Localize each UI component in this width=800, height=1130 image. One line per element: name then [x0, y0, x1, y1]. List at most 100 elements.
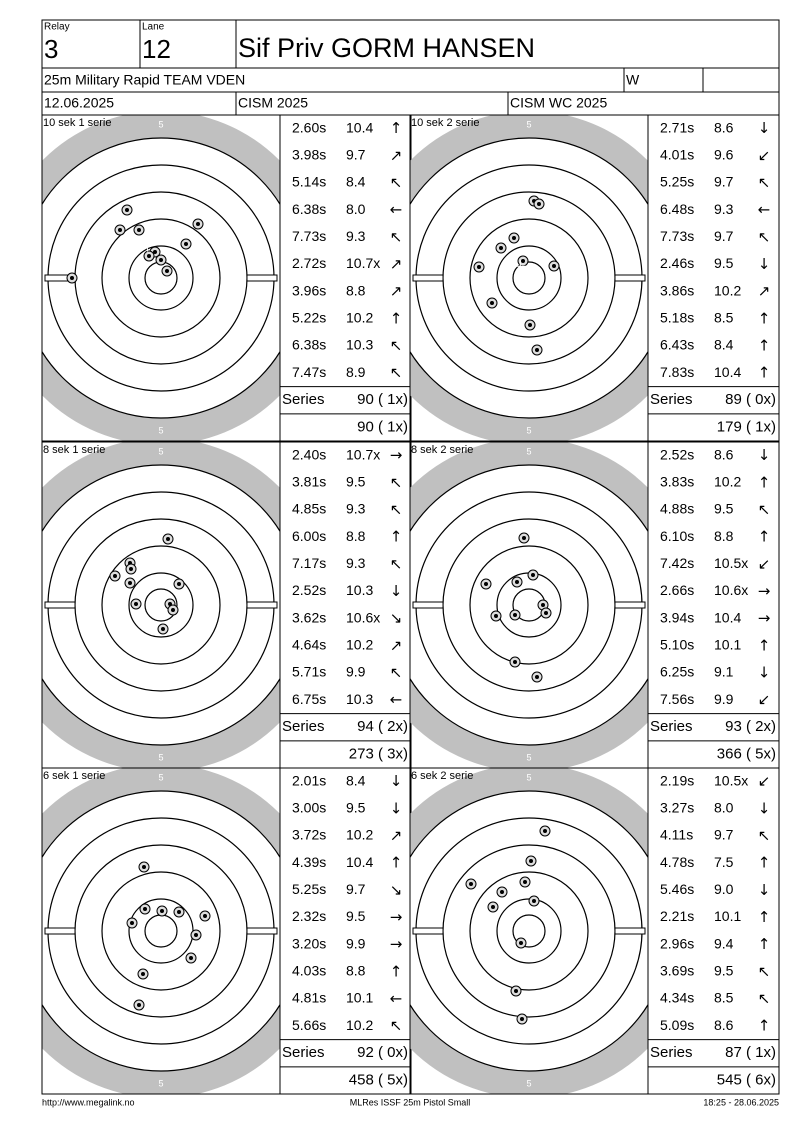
shot-time: 3.72s [292, 827, 326, 843]
panel-label: 10 sek 1 serie [43, 117, 111, 129]
hit-dot [171, 608, 175, 612]
shot-direction: ↖ [390, 1017, 403, 1035]
shot-direction: ↓ [758, 881, 771, 899]
ring [410, 790, 648, 1072]
event: 25m Military Rapid TEAM VDEN [44, 72, 245, 88]
shot-direction: ↖ [758, 173, 771, 191]
shot-direction: ↗ [390, 636, 403, 654]
shot-time: 5.09s [660, 1017, 694, 1033]
ring [512, 261, 546, 295]
shot-direction: ↖ [390, 500, 403, 518]
shot-score: 9.3 [714, 201, 734, 217]
shot-direction: ↙ [758, 772, 771, 790]
shot-time: 3.20s [292, 935, 326, 951]
shot-direction: ↖ [390, 228, 403, 246]
shot-score: 9.5 [714, 962, 734, 978]
group-center [157, 925, 170, 937]
hit-dot [535, 348, 539, 352]
footer-center: MLRes ISSF 25m Pistol Small [350, 1097, 471, 1107]
shot-time: 6.25s [660, 664, 694, 680]
shot-score: 9.7 [714, 174, 734, 190]
shot-time: 6.43s [660, 337, 694, 353]
ring-label: 5 [526, 425, 531, 435]
series-label: Series [282, 391, 325, 408]
hit-dot [522, 536, 526, 540]
ring [410, 464, 648, 746]
hit-dot [532, 899, 536, 903]
shot-time: 4.34s [660, 990, 694, 1006]
class: W [626, 72, 640, 88]
shot-time: 5.22s [292, 309, 326, 325]
ring-label: 8 [158, 853, 163, 863]
hit-dot [153, 250, 157, 254]
series-label: Series [650, 1044, 693, 1061]
shot-time: 4.64s [292, 636, 326, 652]
shot-direction: → [758, 582, 771, 600]
shot-direction: → [758, 609, 771, 627]
shot-time: 3.27s [660, 799, 694, 815]
shot-time: 3.81s [292, 473, 326, 489]
ring-label: 7 [158, 173, 163, 183]
shot-direction: ↗ [390, 146, 403, 164]
shot-direction: ↑ [390, 119, 403, 137]
shot-time: 3.94s [660, 609, 694, 625]
shot-direction: ↗ [390, 282, 403, 300]
ring-label: 8 [158, 997, 163, 1007]
shot-time: 2.21s [660, 908, 694, 924]
hit-dot [177, 582, 181, 586]
shot-direction: ↓ [758, 119, 771, 137]
shot-direction: ↑ [758, 636, 771, 654]
shot-time: 7.56s [660, 691, 694, 707]
shot-time: 4.81s [292, 990, 326, 1006]
shot-score: 9.1 [714, 664, 734, 680]
hit-dot [203, 914, 207, 918]
ring-label: 5 [526, 1078, 531, 1088]
hit-dot [523, 880, 527, 884]
side-marker [44, 927, 76, 935]
running-total: 545 ( 6x) [717, 1071, 776, 1088]
series-label: Series [282, 1044, 325, 1061]
footer-right: 18:25 - 28.06.2025 [703, 1097, 779, 1107]
shot-time: 2.72s [292, 255, 326, 271]
shot-time: 7.73s [660, 228, 694, 244]
date: 12.06.2025 [44, 95, 114, 111]
shot-score: 8.0 [346, 201, 366, 217]
shot-score: 9.0 [714, 881, 734, 897]
ring-label: 7 [526, 1024, 531, 1034]
running-total: 366 ( 5x) [717, 745, 776, 762]
shot-direction: ↖ [390, 555, 403, 573]
shot-score: 10.4 [714, 364, 741, 380]
hit-dot [521, 259, 525, 263]
hit-dot [166, 537, 170, 541]
shot-direction: ↖ [758, 500, 771, 518]
ring [128, 245, 194, 311]
shot-direction: ↓ [758, 446, 771, 464]
shot-direction: ↓ [758, 799, 771, 817]
hit-dot [494, 614, 498, 618]
ring [496, 245, 562, 311]
shot-time: 5.18s [660, 309, 694, 325]
hit-dot [177, 910, 181, 914]
shot-direction: ↖ [758, 228, 771, 246]
shot-score: 10.6x [346, 609, 380, 625]
target: 5 5 6 6 7 7 8 8 9 9 [410, 442, 648, 768]
running-total: 90 ( 1x) [357, 418, 408, 435]
side-marker [614, 274, 646, 282]
ring-label: 7 [158, 500, 163, 510]
ring-label: 9 [526, 970, 531, 980]
shot-time: 3.69s [660, 962, 694, 978]
shot-time: 3.00s [292, 799, 326, 815]
shot-score: 8.4 [346, 772, 366, 788]
target: 5 5 6 6 7 7 8 8 9 9 [42, 115, 280, 441]
shot-score: 10.5x [714, 555, 748, 571]
shot-score: 9.3 [346, 555, 366, 571]
series-score: 94 ( 2x) [357, 718, 408, 735]
hit-dot [130, 921, 134, 925]
series-score: 89 ( 0x) [725, 391, 776, 408]
hit-dot [196, 222, 200, 226]
ring [144, 588, 178, 622]
shot-score: 8.8 [346, 528, 366, 544]
shot-score: 8.8 [346, 962, 366, 978]
shot-time: 5.46s [660, 881, 694, 897]
